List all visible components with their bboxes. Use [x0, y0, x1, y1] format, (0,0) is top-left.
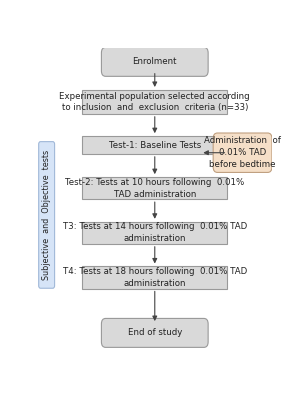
- FancyBboxPatch shape: [213, 133, 272, 172]
- FancyBboxPatch shape: [82, 136, 227, 154]
- Text: T4: Tests at 18 hours following  0.01% TAD
administration: T4: Tests at 18 hours following 0.01% TA…: [63, 267, 247, 288]
- FancyBboxPatch shape: [39, 142, 55, 288]
- Text: Administration  of
0.01% TAD
before bedtime: Administration of 0.01% TAD before bedti…: [204, 136, 281, 169]
- Text: Test-2: Tests at 10 hours following  0.01%
TAD administration: Test-2: Tests at 10 hours following 0.01…: [65, 178, 244, 198]
- Text: End of study: End of study: [127, 328, 182, 338]
- FancyBboxPatch shape: [82, 90, 227, 114]
- FancyBboxPatch shape: [82, 222, 227, 244]
- FancyBboxPatch shape: [101, 47, 208, 76]
- FancyBboxPatch shape: [82, 266, 227, 288]
- Text: Enrolment: Enrolment: [133, 57, 177, 66]
- FancyBboxPatch shape: [101, 318, 208, 347]
- Text: Subjective  and  Objective  tests: Subjective and Objective tests: [42, 150, 51, 280]
- FancyBboxPatch shape: [82, 177, 227, 199]
- Text: Experimental population selected according
to inclusion  and  exclusion  criteri: Experimental population selected accordi…: [59, 92, 250, 112]
- Text: Test-1: Baseline Tests: Test-1: Baseline Tests: [109, 140, 201, 150]
- Text: T3: Tests at 14 hours following  0.01% TAD
administration: T3: Tests at 14 hours following 0.01% TA…: [63, 222, 247, 243]
